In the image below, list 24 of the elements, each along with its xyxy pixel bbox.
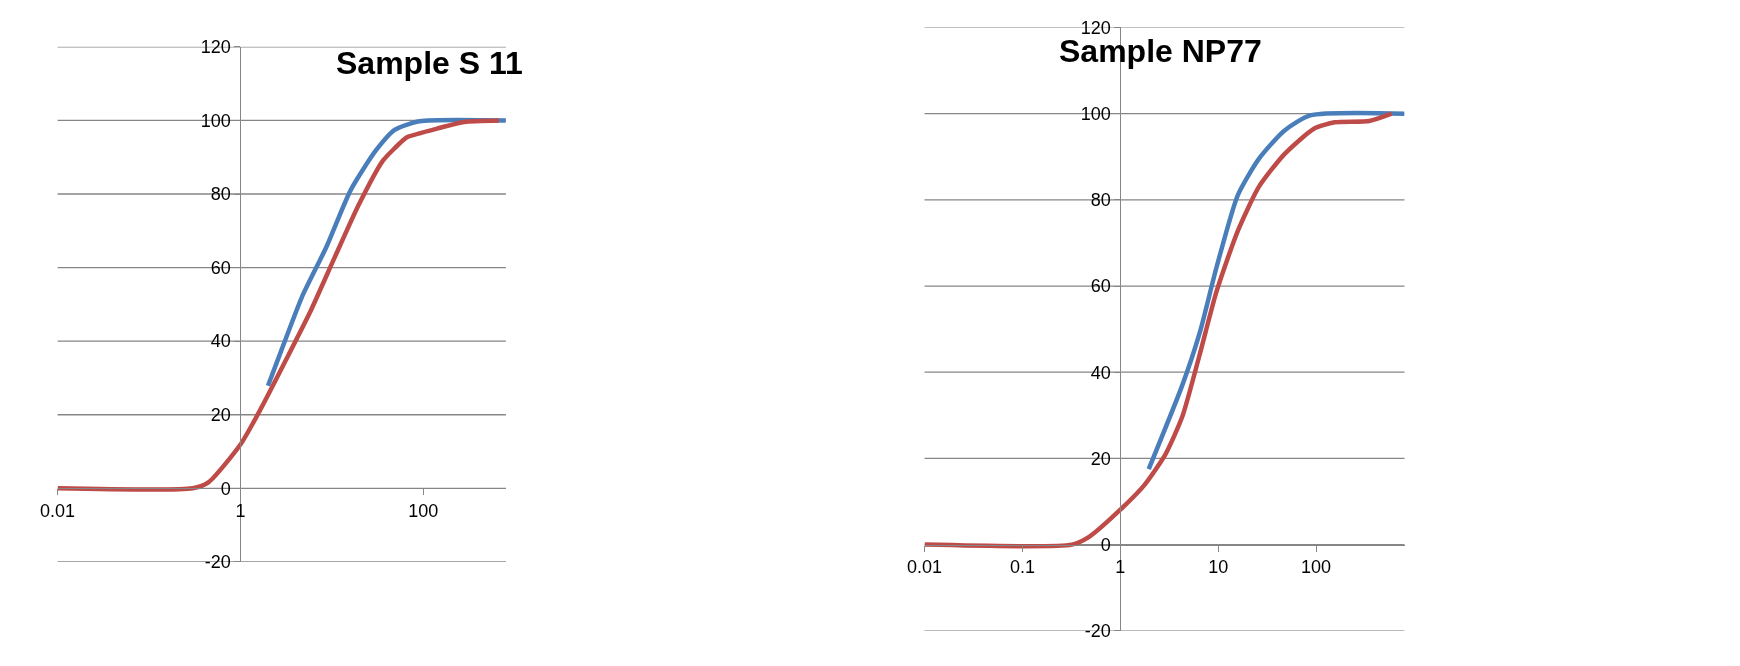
x-tick-label: 1	[1115, 557, 1126, 578]
y-tick-label: 0	[1100, 534, 1111, 555]
y-tick-label: 20	[210, 405, 231, 426]
y-tick-label: 40	[1090, 362, 1111, 383]
y-tick-label: 100	[200, 110, 231, 131]
y-tick-label: 40	[210, 331, 231, 352]
y-tick-label: -20	[1084, 621, 1111, 642]
x-tick-label: 100	[408, 500, 439, 521]
y-tick-label: 60	[1090, 276, 1111, 297]
y-tick-label: 60	[210, 257, 231, 278]
y-tick-label: 20	[1090, 448, 1111, 469]
x-tick-label: 0.1	[1009, 557, 1035, 578]
y-tick-label: 80	[1090, 190, 1111, 211]
x-tick-label: 1	[235, 500, 246, 521]
chart-title: Sample S 11	[336, 45, 523, 81]
x-tick-label: 0.01	[907, 557, 943, 578]
y-tick-label: 100	[1080, 103, 1111, 124]
x-tick-label: 0.01	[40, 500, 76, 521]
y-tick-label: 80	[210, 184, 231, 205]
x-tick-label: 10	[1208, 557, 1229, 578]
x-tick-label: 100	[1301, 557, 1332, 578]
y-tick-label: 120	[200, 37, 231, 58]
y-tick-label: 0	[220, 478, 231, 499]
y-tick-label: -20	[204, 552, 231, 573]
